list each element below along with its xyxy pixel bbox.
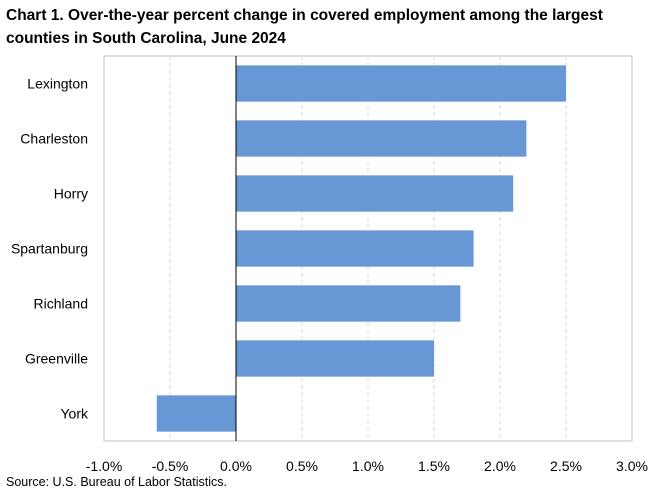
bar-spartanburg (236, 230, 474, 267)
category-label-spartanburg: Spartanburg (11, 241, 88, 257)
category-label-greenville: Greenville (25, 351, 88, 367)
bar-horry (236, 175, 514, 212)
category-label-richland: Richland (34, 296, 88, 312)
category-label-lexington: Lexington (27, 76, 88, 92)
bars (156, 65, 566, 432)
source-note: Source: U.S. Bureau of Labor Statistics. (6, 475, 227, 489)
chart-title: Chart 1. Over-the-year percent change in… (6, 7, 603, 47)
category-label-horry: Horry (54, 186, 88, 202)
bar-richland (236, 285, 461, 322)
x-tick-label: 0.5% (286, 458, 318, 474)
x-tick-label: 1.5% (418, 458, 450, 474)
bar-greenville (236, 340, 434, 377)
x-tick-label: 1.0% (352, 458, 384, 474)
x-tick-label: -0.5% (152, 458, 189, 474)
category-labels: Lexington Charleston Horry Spartanburg Richl… (11, 76, 89, 422)
x-tick-labels: -1.0% -0.5% 0.0% 0.5% 1.0% 1.5% 2.0% 2.5% 3.0% (86, 458, 648, 474)
bar-lexington (236, 65, 566, 102)
x-tick-label: 3.0% (616, 458, 648, 474)
bar-york (156, 395, 236, 432)
bar-charleston (236, 120, 527, 157)
x-tick-label: 2.0% (484, 458, 516, 474)
x-tick-label: 2.5% (550, 458, 582, 474)
category-label-charleston: Charleston (20, 131, 88, 147)
category-label-york: York (60, 406, 89, 422)
x-tick-label: -1.0% (86, 458, 123, 474)
x-tick-label: 0.0% (220, 458, 252, 474)
